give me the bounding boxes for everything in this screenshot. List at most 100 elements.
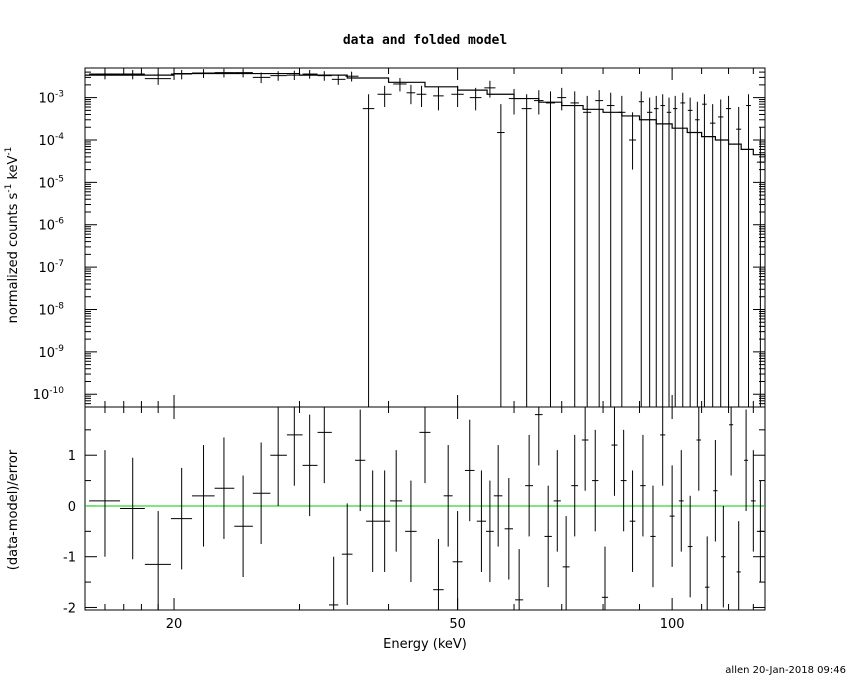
residual-point [669,465,675,567]
data-point [629,112,637,170]
residual-point [650,485,656,588]
top-panel-axes: 10-3 10-4 10-5 10-6 10-7 10-8 10-9 10-10 [33,67,765,407]
residual-point [721,505,726,608]
x-tick-label: 50 [449,617,466,632]
data-point [718,99,724,407]
y-tick-label: 10-10 [33,386,65,403]
y-tick-label: 10-3 [38,90,64,107]
data-point [595,90,604,407]
residual-point [756,480,764,583]
data-point [521,94,532,407]
data-point [362,94,375,407]
data-point [638,91,644,407]
residual-point [750,450,756,552]
residual-point [611,407,618,496]
data-point [317,71,332,81]
residual-point [678,450,684,552]
y-tick-label: 10-7 [38,259,64,276]
residual-point [592,429,599,532]
residual-point [355,409,366,512]
y-tick-label: 10-6 [38,217,64,234]
data-point [653,95,659,407]
data-point [680,92,686,407]
data-point [377,85,392,108]
data-point [646,97,653,407]
x-tick-label: 100 [660,617,685,632]
data-point [673,95,678,407]
residual-point [640,434,646,537]
bottom-panel-axes: 20 50 100 1 0 -1 -2 [63,407,765,632]
residual-point [252,442,271,545]
residual-point [120,457,145,560]
residual-point [534,407,543,466]
residual-point [629,470,636,572]
chart-title: data and folded model [343,33,507,48]
residual-point [379,470,391,572]
residual-point [744,409,749,512]
data-point [746,94,751,407]
top-panel-data-points [89,68,764,407]
data-point [570,91,579,407]
residual-point [317,407,332,484]
data-point [725,95,732,407]
bottom-panel-residual-points [89,407,764,610]
residual-point [144,511,171,610]
residual-point [452,511,463,610]
residual-point [170,467,193,570]
residual-point [562,516,570,610]
residual-point [493,445,503,547]
residual-point [620,429,627,532]
data-point [606,92,615,407]
data-point [433,86,444,111]
bottom-y-axis-label: (data-model)/error [6,449,21,570]
data-point [302,69,318,79]
residual-point [214,437,235,539]
data-point [497,104,505,407]
residual-point [696,407,702,491]
data-point [469,87,482,111]
residual-point [433,538,444,610]
residual-point [302,414,318,517]
y-tick-label: 0 [68,500,76,515]
residual-point [443,445,453,547]
data-point [545,91,556,407]
data-point [709,104,716,407]
residual-point [660,407,666,486]
data-point [695,101,700,407]
data-point [484,80,496,98]
data-point [583,95,592,407]
data-point [393,78,407,92]
y-tick-label: 10-4 [38,132,64,149]
residual-point [713,439,718,542]
y-tick-label: -1 [63,551,76,566]
data-point [557,87,567,111]
residual-point [192,445,215,547]
y-tick-label: 10-8 [38,301,64,318]
residual-point [729,407,734,476]
residual-point [270,407,287,506]
residual-point [601,546,609,610]
residual-point [89,450,121,557]
residual-point [419,407,431,484]
residual-point [736,521,741,610]
data-point [666,97,672,407]
folded-model-line [85,72,766,163]
residual-point [581,407,589,491]
y-tick-label: 10-5 [38,174,64,191]
top-y-axis-label: normalized counts s-1 keV-1 [4,147,21,324]
residual-point [286,407,303,486]
x-axis-label: Energy (keV) [383,637,467,652]
data-point [416,85,427,108]
data-point [618,95,626,407]
residual-point [390,450,403,552]
residual-point [553,450,561,552]
residual-point [366,470,380,572]
residual-point [476,470,486,572]
residual-point [405,480,417,583]
residual-point [329,556,339,610]
y-tick-label: 1 [68,449,76,464]
data-point [252,72,271,84]
y-tick-label: -2 [63,601,76,616]
data-point [756,127,764,407]
